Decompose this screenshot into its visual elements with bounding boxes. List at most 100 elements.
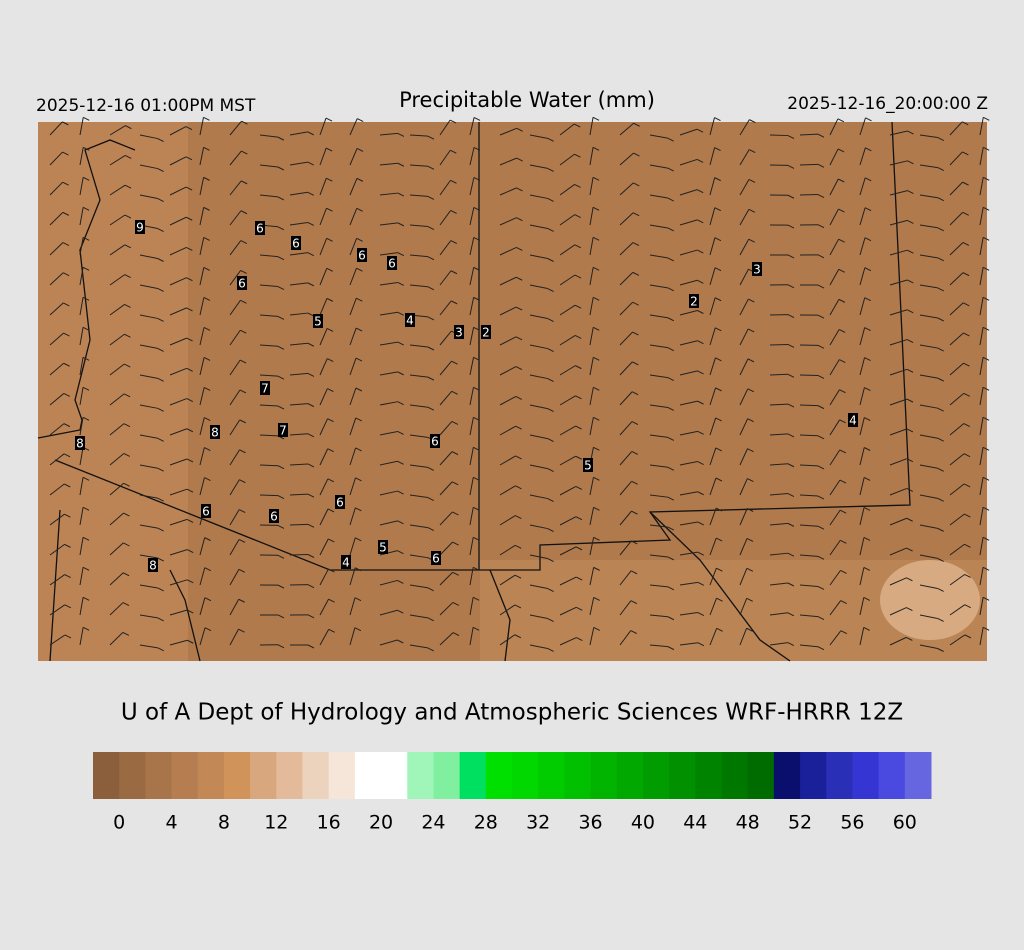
wind-barb [49,362,64,376]
wind-barb-flag [697,430,704,435]
wind-barb-flag [307,554,315,558]
wind-barb [679,551,698,556]
wind-barb-flag [450,210,457,214]
wind-barb [979,507,984,526]
wind-barb [109,154,126,166]
wind-barb [589,237,594,256]
wind-barb [529,494,548,500]
wind-barb-flag [746,537,754,542]
colorbar-label: 16 [317,812,341,834]
wind-barb-flag [838,329,846,333]
wind-barb [349,297,357,316]
wind-barb-flag [124,303,131,308]
wind-barb-flag [203,176,210,181]
wind-barb-flag [239,449,246,454]
wind-barb-flag [277,495,285,500]
station-box [210,425,220,439]
wind-barb [829,329,840,346]
wind-barb [619,242,634,256]
station-value: 6 [292,237,300,251]
wind-barb-flag [631,540,638,545]
wind-barb [889,339,908,346]
wind-barb-flag [397,341,404,346]
wind-barb-flag [427,286,435,291]
wind-barb [259,134,278,138]
station-value: 5 [379,541,387,555]
wind-barb [109,333,125,346]
colorbar-label: 36 [578,812,602,834]
wind-barb-flag [630,630,637,635]
wind-barb [559,334,576,346]
wind-barb [619,122,634,136]
wind-barb-flag [397,401,404,406]
station-box [341,555,351,569]
wind-barb [109,244,126,256]
wind-barb-flag [547,468,554,473]
wind-barb-flag [307,523,315,528]
wind-barb [679,370,698,376]
wind-barb-flag [632,242,640,246]
wind-barb [49,242,64,256]
wind-barb-flag [516,157,523,162]
wind-barb-flag [838,268,845,273]
wind-barb-flag [937,317,944,322]
wind-barb [349,447,357,466]
wind-barb [289,523,309,526]
wind-barb-flag [667,257,674,262]
wind-barb-flag [962,151,969,156]
wind-barb-flag [122,602,130,607]
wind-barb-flag [863,626,870,631]
wind-barb [169,307,187,316]
wind-barb-flag [427,497,435,501]
wind-barb [319,538,329,556]
wind-barb-flag [906,547,913,552]
wind-barb [79,357,84,376]
wind-barb-flag [962,272,970,277]
wind-barb-flag [452,511,459,516]
wind-barb [679,158,698,166]
wind-barb [379,520,398,526]
wind-barb-flag [357,118,364,122]
wind-barb [49,272,64,286]
wind-barb-flag [82,356,90,361]
wind-barb [619,361,633,376]
wind-barb-flag [62,242,70,246]
wind-barb [829,118,839,136]
wind-barb [649,614,668,618]
wind-barb-flag [122,631,130,636]
wind-barb-flag [355,357,363,362]
wind-barb-flag [865,147,872,152]
wind-barb-flag [863,536,871,541]
wind-barb-flag [574,274,582,279]
wind-barb [79,507,84,526]
wind-barb [529,134,548,139]
wind-barb-flag [356,148,364,152]
wind-barb-flag [716,627,723,632]
wind-barb-flag [839,509,847,514]
wind-barb [589,477,594,496]
wind-barb [919,254,938,259]
colorbar-swatch [459,752,487,799]
wind-barb-flag [325,117,333,122]
wind-barb [229,329,241,346]
wind-barb-flag [633,122,640,127]
wind-barb-flag [427,256,435,261]
wind-barb-flag [575,546,583,551]
wind-barb [919,194,938,199]
wind-barb [109,453,125,466]
wind-barb [199,117,204,136]
wind-barb [769,493,788,496]
wind-barb-flag [667,466,675,471]
station-value: 6 [358,249,366,263]
wind-barb [259,314,278,317]
wind-barb-flag [817,525,825,530]
wind-barb [139,194,158,200]
wind-barb [649,254,668,259]
wind-barb-flag [240,299,247,304]
wind-barb [409,434,428,438]
wind-barb-flag [697,340,704,345]
colorbar-swatch [197,752,225,799]
station-box [583,458,593,472]
wind-barb-flag [397,431,404,435]
wind-barb [649,314,668,319]
